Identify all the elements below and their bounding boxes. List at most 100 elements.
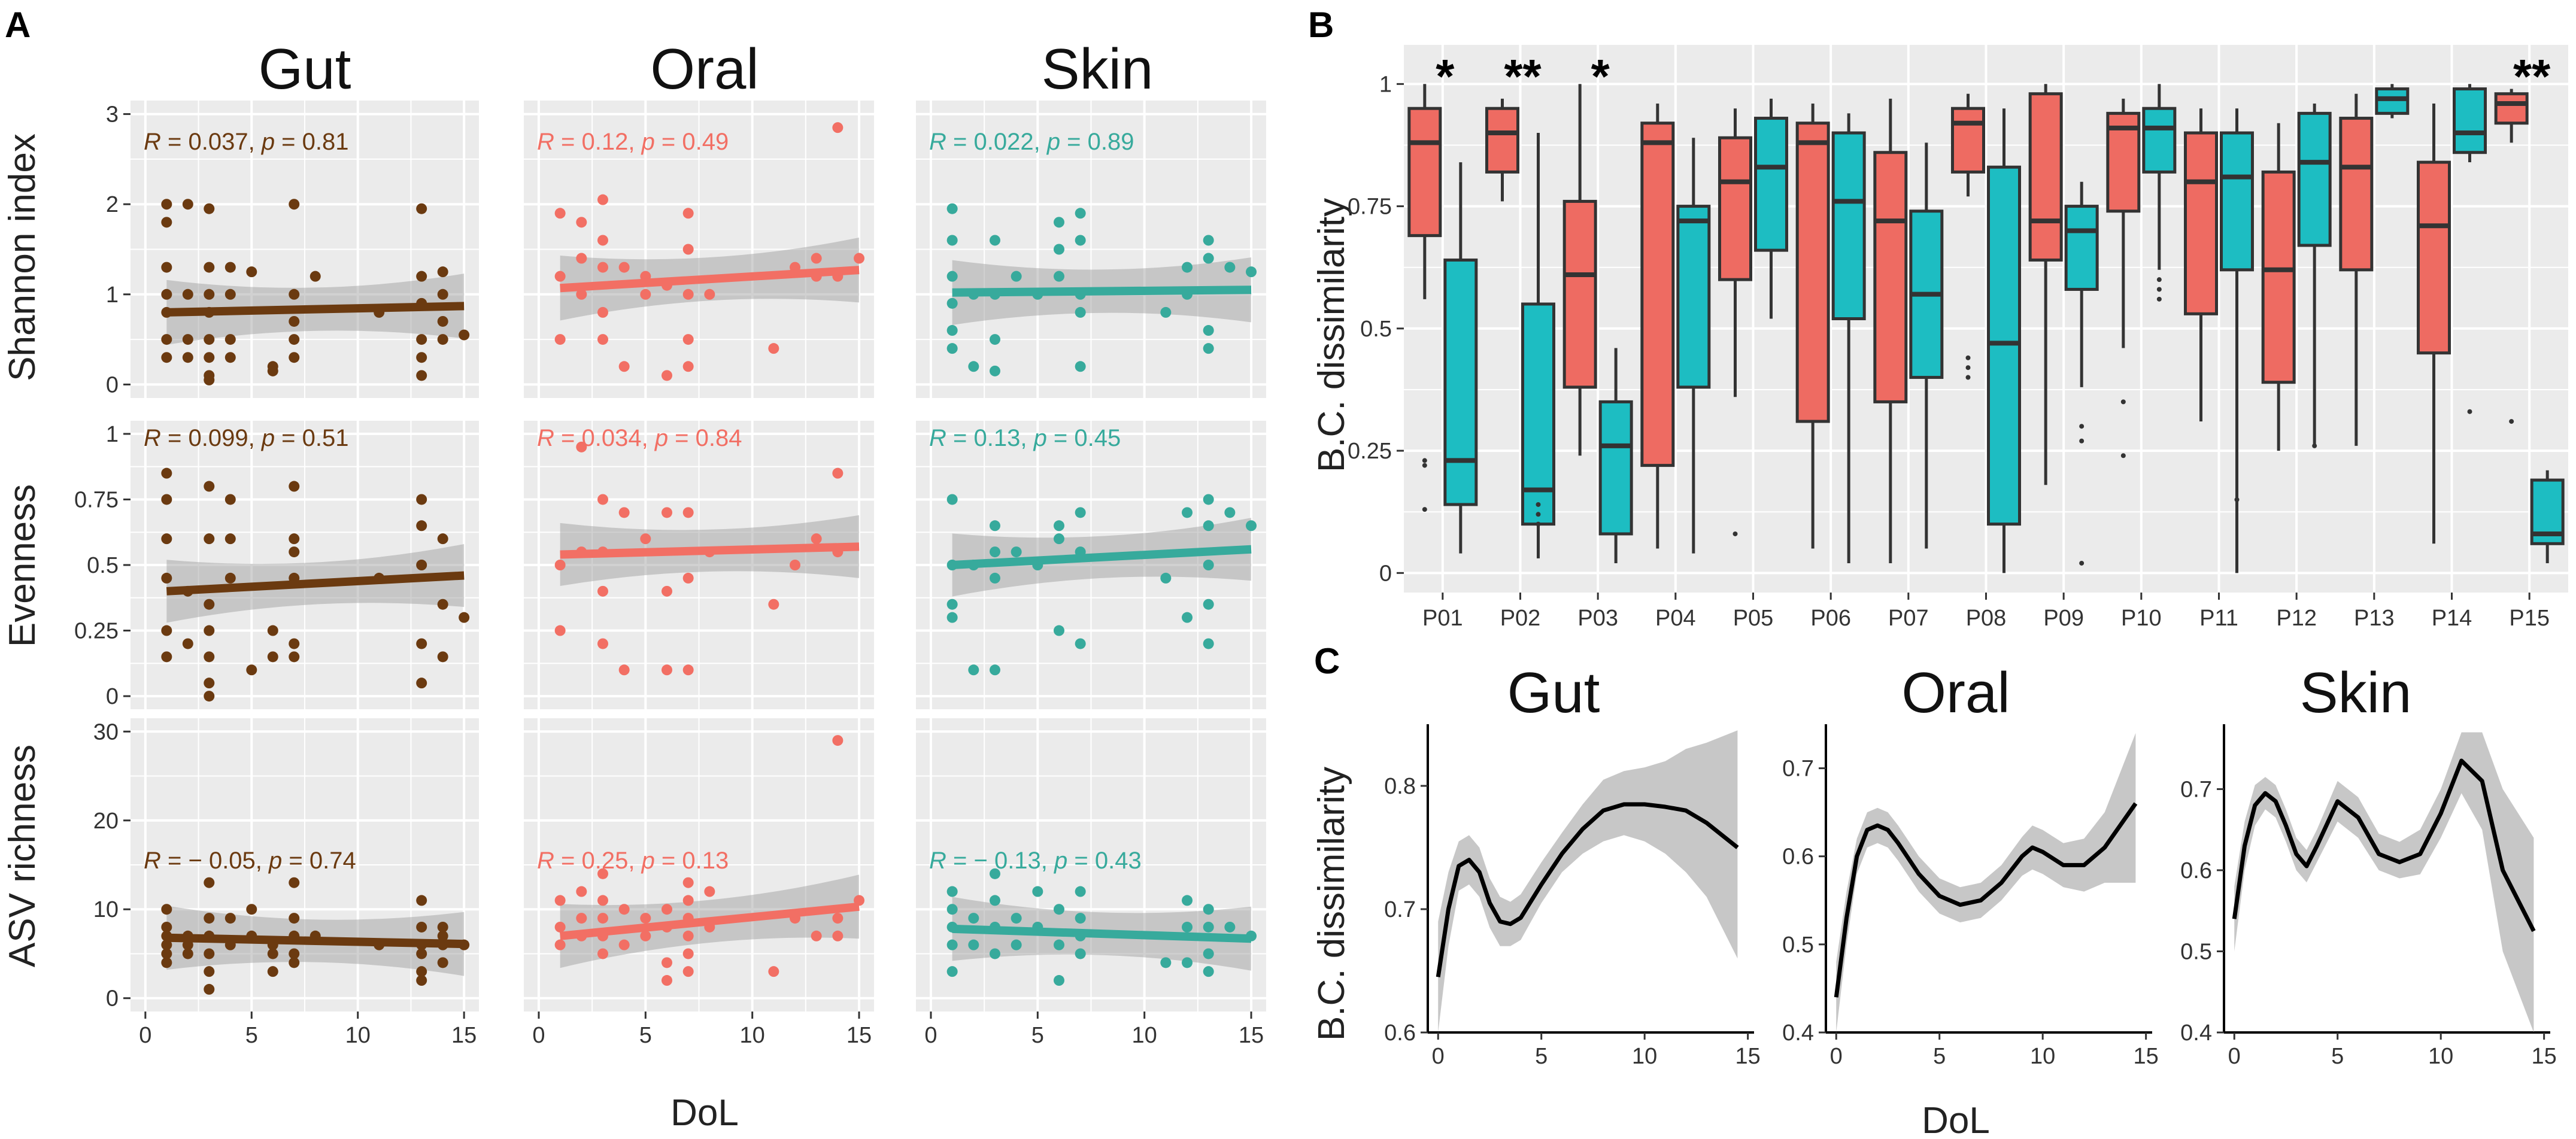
data-point bbox=[682, 895, 694, 906]
x-tick-label: 10 bbox=[1632, 1044, 1657, 1069]
x-tick-label: P15 bbox=[2509, 606, 2550, 631]
x-tick-label: P12 bbox=[2276, 606, 2317, 631]
data-point bbox=[182, 288, 193, 300]
data-point bbox=[1203, 520, 1214, 531]
data-point bbox=[1203, 904, 1214, 915]
data-point bbox=[289, 546, 300, 558]
x-tick-label: 5 bbox=[1031, 1023, 1044, 1048]
data-point bbox=[416, 966, 427, 977]
data-point bbox=[161, 957, 172, 968]
data-point bbox=[1203, 253, 1214, 264]
data-point bbox=[204, 651, 215, 663]
data-point bbox=[204, 481, 215, 492]
data-point bbox=[661, 957, 672, 968]
data-point bbox=[289, 651, 300, 663]
data-point bbox=[1053, 244, 1064, 255]
x-tick-label: 0 bbox=[924, 1023, 937, 1048]
data-point bbox=[946, 203, 958, 214]
data-point bbox=[161, 494, 172, 505]
data-point bbox=[310, 271, 321, 282]
panel-c-strip-skin: Skin bbox=[2300, 661, 2412, 725]
x-tick-label: 0 bbox=[2228, 1044, 2241, 1069]
y-tick-label: 0.75 bbox=[1348, 195, 1392, 220]
data-point bbox=[182, 948, 193, 959]
data-point bbox=[224, 288, 236, 300]
panel-label-a: A bbox=[5, 5, 31, 45]
data-point bbox=[416, 638, 427, 649]
box-outlier bbox=[2156, 287, 2162, 292]
data-point bbox=[946, 271, 958, 282]
data-point bbox=[832, 930, 844, 941]
data-point bbox=[161, 288, 172, 300]
data-point bbox=[554, 625, 566, 636]
box-body bbox=[1676, 205, 1711, 389]
y-tick-label: 0.6 bbox=[1384, 1020, 1416, 1046]
data-point bbox=[1182, 262, 1193, 273]
panel-label-c: C bbox=[1314, 641, 1340, 681]
x-tick-label: 10 bbox=[2428, 1044, 2453, 1069]
box-body bbox=[2339, 117, 2374, 272]
data-point bbox=[416, 948, 427, 959]
data-point bbox=[1160, 957, 1172, 968]
data-point bbox=[576, 217, 587, 228]
data-point bbox=[1053, 533, 1064, 545]
data-point bbox=[704, 288, 715, 300]
x-tick-label: 5 bbox=[2331, 1044, 2344, 1069]
data-point bbox=[1224, 921, 1236, 933]
panel-a-facet: R = 0.13, p = 0.45 bbox=[916, 421, 1266, 709]
data-point bbox=[1075, 507, 1086, 518]
data-point bbox=[437, 315, 448, 327]
data-point bbox=[661, 904, 672, 915]
data-point bbox=[597, 585, 608, 597]
data-point bbox=[1053, 904, 1064, 915]
box-body bbox=[2297, 111, 2332, 247]
data-point bbox=[946, 904, 958, 915]
data-point bbox=[618, 507, 630, 518]
data-point bbox=[289, 638, 300, 649]
data-point bbox=[1203, 343, 1214, 354]
data-point bbox=[204, 983, 215, 995]
box-outlier bbox=[1965, 375, 1971, 380]
box-body bbox=[2184, 131, 2218, 315]
x-tick-label: 0 bbox=[1830, 1044, 1843, 1069]
y-tick-label: 20 bbox=[93, 809, 119, 834]
data-point bbox=[682, 361, 694, 372]
x-tick-label: P11 bbox=[2199, 606, 2238, 631]
data-point bbox=[224, 913, 236, 924]
data-point bbox=[640, 930, 651, 941]
x-tick-label: P13 bbox=[2354, 606, 2395, 631]
data-point bbox=[224, 494, 236, 505]
x-tick-label: 0 bbox=[139, 1023, 151, 1048]
box-body bbox=[2028, 92, 2063, 262]
data-point bbox=[1053, 625, 1064, 636]
data-point bbox=[1182, 921, 1193, 933]
data-point bbox=[1203, 560, 1214, 570]
data-point bbox=[289, 957, 300, 968]
data-point bbox=[1203, 921, 1214, 933]
data-point bbox=[640, 533, 651, 545]
data-point bbox=[289, 288, 300, 300]
data-point bbox=[576, 913, 587, 924]
box-outlier bbox=[1536, 521, 1541, 527]
data-point bbox=[597, 948, 608, 959]
data-point bbox=[554, 921, 566, 933]
box-body bbox=[1951, 107, 1985, 174]
x-tick-label: 10 bbox=[2030, 1044, 2055, 1069]
data-point bbox=[204, 877, 215, 888]
box-body bbox=[2453, 87, 2487, 154]
box-body bbox=[2375, 87, 2410, 115]
box-body bbox=[1443, 258, 1478, 506]
box-outlier bbox=[2079, 438, 2085, 444]
data-point bbox=[204, 334, 215, 345]
data-point bbox=[811, 533, 822, 545]
box-body bbox=[1987, 165, 2021, 526]
data-point bbox=[1075, 306, 1086, 318]
correlation-annotation: R = 0.022, p = 0.89 bbox=[929, 129, 1134, 155]
data-point bbox=[289, 481, 300, 492]
box-body bbox=[2417, 160, 2451, 355]
panel-a-facet: R = 0.034, p = 0.84 bbox=[524, 421, 874, 709]
data-point bbox=[161, 939, 172, 950]
panel-a-facet: R = 0.12, p = 0.49 bbox=[524, 101, 874, 398]
data-point bbox=[289, 334, 300, 345]
data-point bbox=[289, 913, 300, 924]
